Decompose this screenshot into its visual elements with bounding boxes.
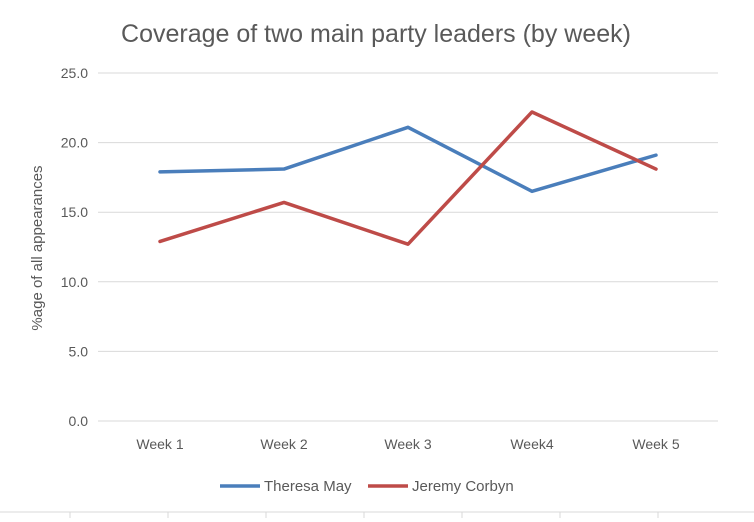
chart-title: Coverage of two main party leaders (by w… <box>121 20 631 48</box>
y-tick-label: 0.0 <box>69 413 89 429</box>
x-tick-label: Week 3 <box>384 436 431 452</box>
x-tick-label: Week 1 <box>136 436 183 452</box>
y-tick-label: 15.0 <box>61 204 88 220</box>
x-tick-label: Week 5 <box>632 436 679 452</box>
y-tick-label: 25.0 <box>61 65 88 81</box>
series-lines <box>158 110 658 246</box>
bottom-border <box>0 511 754 518</box>
y-tick-label: 10.0 <box>61 274 88 290</box>
legend-label: Theresa May <box>264 478 352 495</box>
legend: Theresa May Jeremy Corbyn <box>220 478 514 495</box>
x-tick-label: Week 2 <box>260 436 307 452</box>
series-line-0 <box>158 125 658 194</box>
y-axis-title: %age of all appearances <box>29 165 46 330</box>
x-tick-label: Week4 <box>510 436 554 452</box>
y-tick-label: 20.0 <box>61 135 88 151</box>
x-axis-ticks: Week 1 Week 2 Week 3 Week4 Week 5 <box>136 436 679 452</box>
legend-label: Jeremy Corbyn <box>412 478 514 495</box>
gridlines <box>98 72 718 422</box>
y-axis-ticks: 0.0 5.0 10.0 15.0 20.0 25.0 <box>61 65 88 429</box>
y-tick-label: 5.0 <box>69 343 89 359</box>
